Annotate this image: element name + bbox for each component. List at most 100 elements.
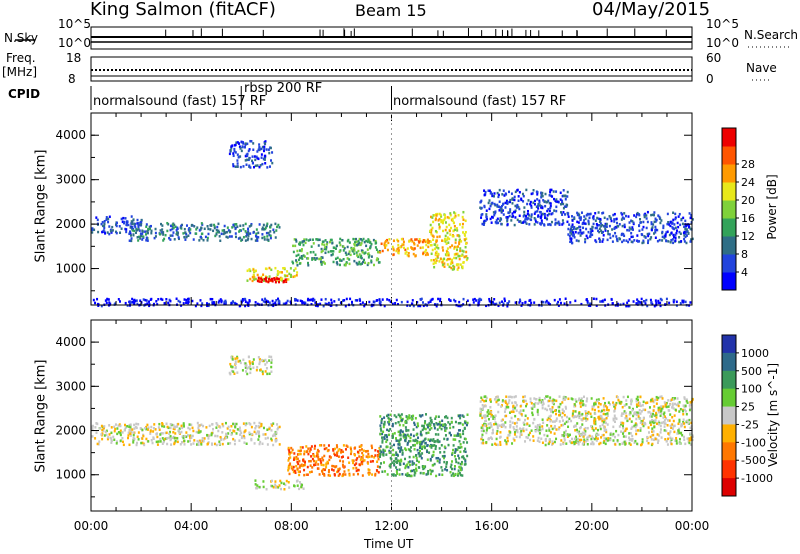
power-data-point	[332, 260, 335, 264]
velocity-data-point	[501, 418, 504, 422]
velocity-data-point	[450, 474, 453, 477]
velocity-data-point	[229, 442, 232, 445]
power-data-point	[449, 299, 452, 303]
power-data-point	[148, 300, 151, 303]
velocity-data-point	[598, 442, 601, 446]
velocity-data-point	[328, 469, 331, 472]
velocity-data-point	[437, 422, 440, 426]
velocity-data-point	[339, 459, 342, 463]
velocity-data-point	[440, 427, 443, 431]
velocity-data-point	[636, 442, 639, 446]
velocity-data-point	[585, 439, 588, 443]
velocity-data-point	[516, 430, 519, 434]
velocity-data-point	[625, 427, 628, 431]
velocity-data-point	[429, 416, 432, 420]
power-data-point	[397, 239, 400, 243]
power-data-point	[134, 225, 137, 229]
power-data-point	[656, 239, 659, 243]
power-data-point	[419, 246, 422, 250]
power-data-point	[566, 220, 569, 224]
velocity-data-point	[404, 420, 407, 424]
velocity-data-point	[558, 413, 561, 417]
velocity-data-point	[582, 417, 585, 420]
power-data-point	[643, 215, 646, 219]
power-data-point	[446, 236, 449, 239]
velocity-colorbar-swatch	[722, 424, 736, 443]
power-data-point	[522, 215, 525, 218]
power-data-point	[598, 240, 601, 243]
velocity-data-point	[344, 473, 347, 476]
velocity-data-point	[615, 417, 618, 421]
velocity-data-point	[287, 459, 290, 462]
power-data-point	[495, 219, 498, 222]
velocity-data-point	[191, 434, 194, 438]
power-data-point	[326, 241, 329, 244]
power-data-point	[446, 263, 449, 266]
power-data-point	[457, 254, 460, 258]
velocity-data-point	[208, 424, 211, 428]
velocity-data-point	[652, 430, 655, 433]
velocity-data-point	[612, 425, 615, 429]
velocity-data-point	[652, 421, 655, 425]
power-data-point	[223, 302, 226, 305]
power-data-point	[484, 219, 487, 222]
power-data-point	[541, 206, 544, 210]
power-data-point	[549, 188, 552, 192]
velocity-data-point	[671, 406, 674, 409]
velocity-data-point	[520, 413, 523, 416]
velocity-data-point	[593, 403, 596, 406]
velocity-data-point	[599, 403, 602, 406]
power-data-point	[353, 249, 356, 252]
velocity-data-point	[379, 465, 382, 469]
velocity-data-point	[499, 431, 502, 434]
velocity-data-point	[596, 399, 599, 403]
power-data-point	[314, 304, 317, 307]
velocity-data-point	[553, 420, 556, 423]
velocity-data-point	[534, 425, 537, 428]
velocity-data-point	[98, 427, 101, 430]
power-data-point	[441, 220, 444, 224]
velocity-data-point	[428, 424, 431, 428]
power-data-point	[540, 215, 543, 218]
power-data-point	[321, 243, 324, 246]
velocity-data-point	[309, 464, 312, 467]
power-data-point	[613, 218, 616, 221]
velocity-data-point	[116, 432, 119, 436]
velocity-data-point	[277, 426, 280, 430]
velocity-data-point	[621, 412, 624, 415]
velocity-data-point	[529, 397, 532, 400]
velocity-data-point	[421, 440, 424, 444]
velocity-data-point	[187, 434, 190, 437]
power-colorbar-frame	[721, 127, 737, 291]
velocity-data-point	[257, 356, 260, 359]
power-data-point	[140, 223, 143, 226]
power-data-point	[270, 223, 273, 227]
velocity-data-point	[662, 420, 665, 424]
velocity-data-point	[129, 427, 132, 430]
power-data-point	[175, 297, 178, 301]
power-data-point	[457, 266, 460, 269]
power-data-point	[366, 240, 369, 244]
velocity-data-point	[448, 431, 451, 435]
power-data-point	[433, 214, 436, 217]
velocity-data-point	[495, 443, 498, 446]
power-data-point	[346, 257, 349, 260]
velocity-data-point	[424, 420, 427, 423]
power-data-point	[675, 300, 678, 304]
velocity-data-point	[110, 439, 113, 443]
power-data-point	[668, 301, 671, 305]
power-data-point	[360, 242, 363, 245]
velocity-data-point	[271, 484, 274, 488]
velocity-data-point	[169, 426, 172, 430]
power-data-point	[241, 141, 244, 144]
velocity-data-point	[431, 444, 434, 447]
velocity-data-point	[604, 401, 607, 405]
velocity-data-point	[257, 432, 260, 435]
velocity-data-point	[516, 421, 519, 425]
power-data-point	[195, 228, 198, 231]
velocity-data-point	[591, 425, 594, 429]
power-data-point	[311, 257, 314, 260]
power-data-point	[104, 232, 107, 235]
power-data-point	[472, 301, 475, 304]
power-data-point	[496, 217, 499, 221]
